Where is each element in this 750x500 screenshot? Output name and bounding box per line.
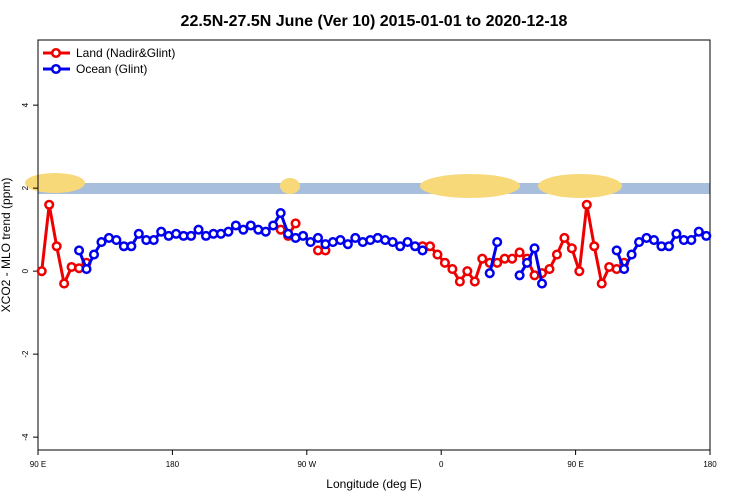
- x-tick-label: 90 E: [30, 460, 46, 469]
- data-point: [44, 199, 55, 210]
- data-point: [462, 266, 473, 277]
- map-strip: [25, 173, 710, 198]
- data-point: [395, 241, 406, 252]
- data-point: [283, 228, 294, 239]
- data-point: [671, 228, 682, 239]
- data-point: [96, 237, 107, 248]
- data-point: [693, 226, 704, 237]
- data-point: [36, 266, 47, 277]
- x-tick-label: 180: [166, 460, 180, 469]
- data-point: [619, 264, 630, 275]
- data-point: [305, 237, 316, 248]
- data-point: [402, 237, 413, 248]
- data-point: [342, 239, 353, 250]
- data-point: [81, 264, 92, 275]
- data-point: [245, 220, 256, 231]
- y-tick-label: -2: [21, 350, 30, 358]
- data-point: [290, 218, 301, 229]
- land-patch: [280, 178, 300, 194]
- y-tick-label: 2: [21, 185, 30, 190]
- land-patch: [25, 173, 85, 193]
- y-tick-label: 0: [21, 268, 30, 273]
- data-point: [186, 230, 197, 241]
- data-point: [544, 264, 555, 275]
- data-point: [275, 207, 286, 219]
- data-point: [477, 253, 488, 264]
- data-point: [387, 237, 398, 248]
- data-point: [230, 220, 241, 231]
- data-point: [298, 230, 309, 241]
- data-point: [559, 232, 570, 243]
- data-point: [350, 232, 361, 243]
- data-point: [469, 276, 480, 287]
- data-point: [611, 245, 622, 256]
- data-point: [148, 234, 159, 246]
- data-point: [529, 243, 540, 254]
- data-point: [133, 228, 144, 239]
- x-tick-label: 90 W: [297, 460, 316, 469]
- y-tick-label: -4: [21, 433, 30, 441]
- data-point: [686, 234, 697, 246]
- legend-label: Land (Nadir&Glint): [76, 46, 175, 60]
- x-tick-label: 180: [703, 460, 717, 469]
- data-point: [223, 226, 234, 237]
- data-point: [111, 234, 122, 246]
- data-point: [193, 224, 204, 235]
- data-point: [634, 237, 645, 248]
- chart-title: 22.5N-27.5N June (Ver 10) 2015-01-01 to …: [181, 13, 568, 30]
- data-point: [447, 264, 458, 275]
- data-point: [59, 278, 70, 289]
- legend-label: Ocean (Glint): [76, 62, 147, 76]
- data-point: [432, 249, 443, 260]
- data-point: [126, 241, 137, 252]
- data-point: [439, 257, 450, 268]
- data-point: [454, 276, 465, 287]
- legend-marker: [50, 47, 62, 59]
- data-point: [701, 230, 712, 241]
- data-point: [424, 241, 436, 252]
- data-point: [551, 249, 562, 260]
- x-tick-label: 0: [439, 460, 444, 469]
- data-point: [574, 266, 585, 277]
- x-tick-label: 90 E: [567, 460, 583, 469]
- data-point: [484, 268, 495, 279]
- data-point: [51, 241, 62, 252]
- ocean-strip: [38, 183, 710, 194]
- data-point: [275, 224, 286, 235]
- data-point: [507, 253, 518, 264]
- data-point: [335, 234, 346, 246]
- data-point: [626, 249, 637, 260]
- data-point: [648, 234, 660, 246]
- data-point: [589, 241, 600, 252]
- data-point: [514, 270, 525, 281]
- data-point: [536, 278, 548, 289]
- data-point: [663, 241, 674, 252]
- legend-marker: [50, 63, 62, 75]
- data-point: [492, 237, 503, 248]
- data-point: [596, 278, 607, 289]
- data-point: [268, 220, 279, 231]
- land-patch: [420, 174, 520, 198]
- plot-frame: [37, 39, 711, 451]
- data-point: [410, 241, 421, 252]
- data-point: [417, 245, 428, 256]
- data-point: [514, 247, 525, 258]
- data-point: [74, 245, 85, 256]
- data-point: [566, 243, 577, 254]
- x-axis-label: Longitude (deg E): [326, 477, 421, 491]
- data-point: [156, 226, 167, 237]
- y-axis-label: XCO2 - MLO trend (ppm): [0, 178, 13, 313]
- data-point: [260, 226, 271, 237]
- data-point: [522, 257, 533, 268]
- data-point: [581, 199, 592, 210]
- data-point: [88, 249, 100, 260]
- data-point: [238, 224, 249, 235]
- land-patch: [538, 174, 622, 198]
- data-point: [312, 232, 324, 243]
- y-tick-label: 4: [21, 102, 30, 107]
